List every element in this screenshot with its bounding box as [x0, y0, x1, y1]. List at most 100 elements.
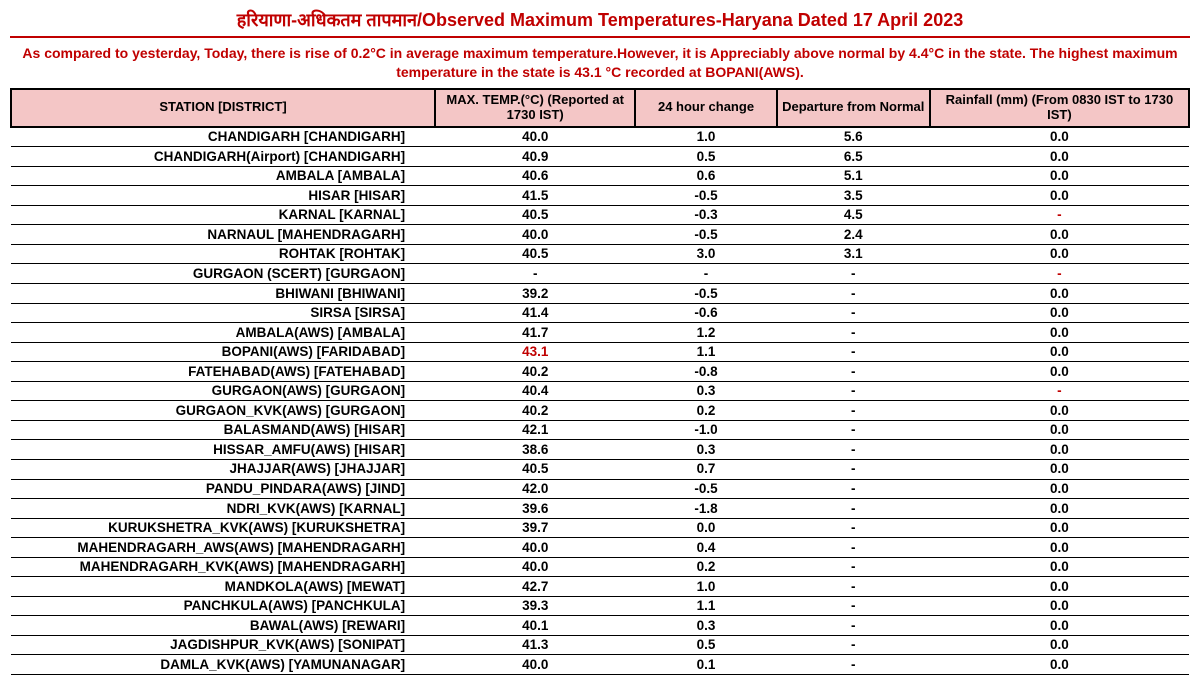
table-cell: HISAR [HISAR] [11, 186, 435, 206]
table-cell: 40.0 [435, 225, 635, 245]
table-row: KURUKSHETRA_KVK(AWS) [KURUKSHETRA]39.70.… [11, 518, 1189, 538]
table-cell: BAWAL(AWS) [REWARI] [11, 616, 435, 636]
col-station: STATION [DISTRICT] [11, 89, 435, 127]
table-row: PANCHKULA(AWS) [PANCHKULA]39.31.1-0.0 [11, 596, 1189, 616]
table-row: NDRI_KVK(AWS) [KARNAL]39.6-1.8-0.0 [11, 499, 1189, 519]
table-row: MANDKOLA(AWS) [MEWAT]42.71.0-0.0 [11, 577, 1189, 597]
table-cell: NDRI_KVK(AWS) [KARNAL] [11, 499, 435, 519]
table-cell: 40.9 [435, 147, 635, 167]
table-cell: 40.2 [435, 362, 635, 382]
table-cell: MAHENDRAGARH_AWS(AWS) [MAHENDRAGARH] [11, 538, 435, 558]
table-cell: 1.0 [635, 577, 776, 597]
table-cell: 0.0 [930, 655, 1189, 675]
table-cell: - [777, 616, 930, 636]
table-cell: 0.0 [930, 518, 1189, 538]
table-row: PANDU_PINDARA(AWS) [JIND]42.0-0.5-0.0 [11, 479, 1189, 499]
table-cell: 40.0 [435, 655, 635, 675]
table-cell: 0.0 [930, 479, 1189, 499]
table-row: HISAR [HISAR]41.5-0.53.50.0 [11, 186, 1189, 206]
table-cell: 3.1 [777, 244, 930, 264]
table-cell: - [777, 518, 930, 538]
table-cell: - [777, 538, 930, 558]
table-cell: 42.0 [435, 479, 635, 499]
table-cell: - [777, 303, 930, 323]
table-cell: 5.1 [777, 166, 930, 186]
table-cell: 40.5 [435, 459, 635, 479]
table-cell: - [635, 264, 776, 284]
table-cell: KURUKSHETRA_KVK(AWS) [KURUKSHETRA] [11, 518, 435, 538]
table-cell: NARNAUL [MAHENDRAGARH] [11, 225, 435, 245]
table-cell: ROHTAK [ROHTAK] [11, 244, 435, 264]
table-cell: -0.3 [635, 205, 776, 225]
table-cell: 42.7 [435, 577, 635, 597]
table-cell: 0.6 [635, 166, 776, 186]
col-departure: Departure from Normal [777, 89, 930, 127]
table-cell: - [777, 479, 930, 499]
table-cell: JAGDISHPUR_KVK(AWS) [SONIPAT] [11, 635, 435, 655]
table-cell: JHAJJAR(AWS) [JHAJJAR] [11, 459, 435, 479]
table-cell: HISSAR_AMFU(AWS) [HISAR] [11, 440, 435, 460]
table-cell: 5.6 [777, 127, 930, 147]
table-row: GURGAON (SCERT) [GURGAON]---- [11, 264, 1189, 284]
table-cell: 0.0 [930, 577, 1189, 597]
col-change: 24 hour change [635, 89, 776, 127]
table-cell: AMBALA(AWS) [AMBALA] [11, 323, 435, 343]
table-cell: MAHENDRAGARH_KVK(AWS) [MAHENDRAGARH] [11, 557, 435, 577]
table-cell: 0.0 [930, 557, 1189, 577]
table-row: DAMLA_KVK(AWS) [YAMUNANAGAR]40.00.1-0.0 [11, 655, 1189, 675]
table-cell: 0.0 [930, 323, 1189, 343]
table-cell: 40.4 [435, 381, 635, 401]
table-row: NARNAUL [MAHENDRAGARH]40.0-0.52.40.0 [11, 225, 1189, 245]
table-cell: - [435, 264, 635, 284]
table-cell: -1.8 [635, 499, 776, 519]
table-cell: 1.1 [635, 342, 776, 362]
table-cell: 3.5 [777, 186, 930, 206]
table-row: JAGDISHPUR_KVK(AWS) [SONIPAT]41.30.5-0.0 [11, 635, 1189, 655]
table-cell: 0.0 [930, 401, 1189, 421]
table-cell: 0.0 [930, 303, 1189, 323]
table-cell: 0.3 [635, 381, 776, 401]
table-cell: 0.0 [930, 635, 1189, 655]
table-cell: - [777, 459, 930, 479]
table-cell: 40.1 [435, 616, 635, 636]
table-cell: 0.2 [635, 401, 776, 421]
table-cell: GURGAON_KVK(AWS) [GURGAON] [11, 401, 435, 421]
table-cell: 40.5 [435, 244, 635, 264]
table-row: BALASMAND(AWS) [HISAR]42.1-1.0-0.0 [11, 420, 1189, 440]
table-cell: 0.0 [635, 518, 776, 538]
table-cell: - [777, 557, 930, 577]
table-cell: 40.0 [435, 557, 635, 577]
table-cell: 0.0 [930, 616, 1189, 636]
summary-text: As compared to yesterday, Today, there i… [10, 44, 1190, 82]
table-cell: 3.0 [635, 244, 776, 264]
table-cell: 39.3 [435, 596, 635, 616]
table-cell: MANDKOLA(AWS) [MEWAT] [11, 577, 435, 597]
table-cell: 6.5 [777, 147, 930, 167]
table-cell: 39.2 [435, 284, 635, 304]
col-maxtemp: MAX. TEMP.(°C) (Reported at 1730 IST) [435, 89, 635, 127]
table-cell: 0.0 [930, 225, 1189, 245]
table-cell: - [930, 381, 1189, 401]
table-cell: - [777, 381, 930, 401]
table-cell: - [777, 420, 930, 440]
table-cell: -1.0 [635, 420, 776, 440]
table-cell: - [777, 440, 930, 460]
table-cell: 0.3 [635, 616, 776, 636]
table-cell: 43.1 [435, 342, 635, 362]
table-cell: 0.0 [930, 342, 1189, 362]
table-cell: 0.4 [635, 538, 776, 558]
table-header-row: STATION [DISTRICT] MAX. TEMP.(°C) (Repor… [11, 89, 1189, 127]
table-cell: GURGAON(AWS) [GURGAON] [11, 381, 435, 401]
table-cell: 0.0 [930, 284, 1189, 304]
table-cell: - [777, 342, 930, 362]
table-cell: 0.0 [930, 166, 1189, 186]
page-title: हरियाणा-अधिकतम तापमान/Observed Maximum T… [10, 8, 1190, 38]
table-cell: 41.3 [435, 635, 635, 655]
table-cell: - [777, 577, 930, 597]
table-cell: 4.5 [777, 205, 930, 225]
table-cell: - [777, 499, 930, 519]
table-cell: -0.5 [635, 186, 776, 206]
table-cell: 0.1 [635, 655, 776, 675]
table-cell: 0.0 [930, 420, 1189, 440]
table-cell: 0.3 [635, 440, 776, 460]
